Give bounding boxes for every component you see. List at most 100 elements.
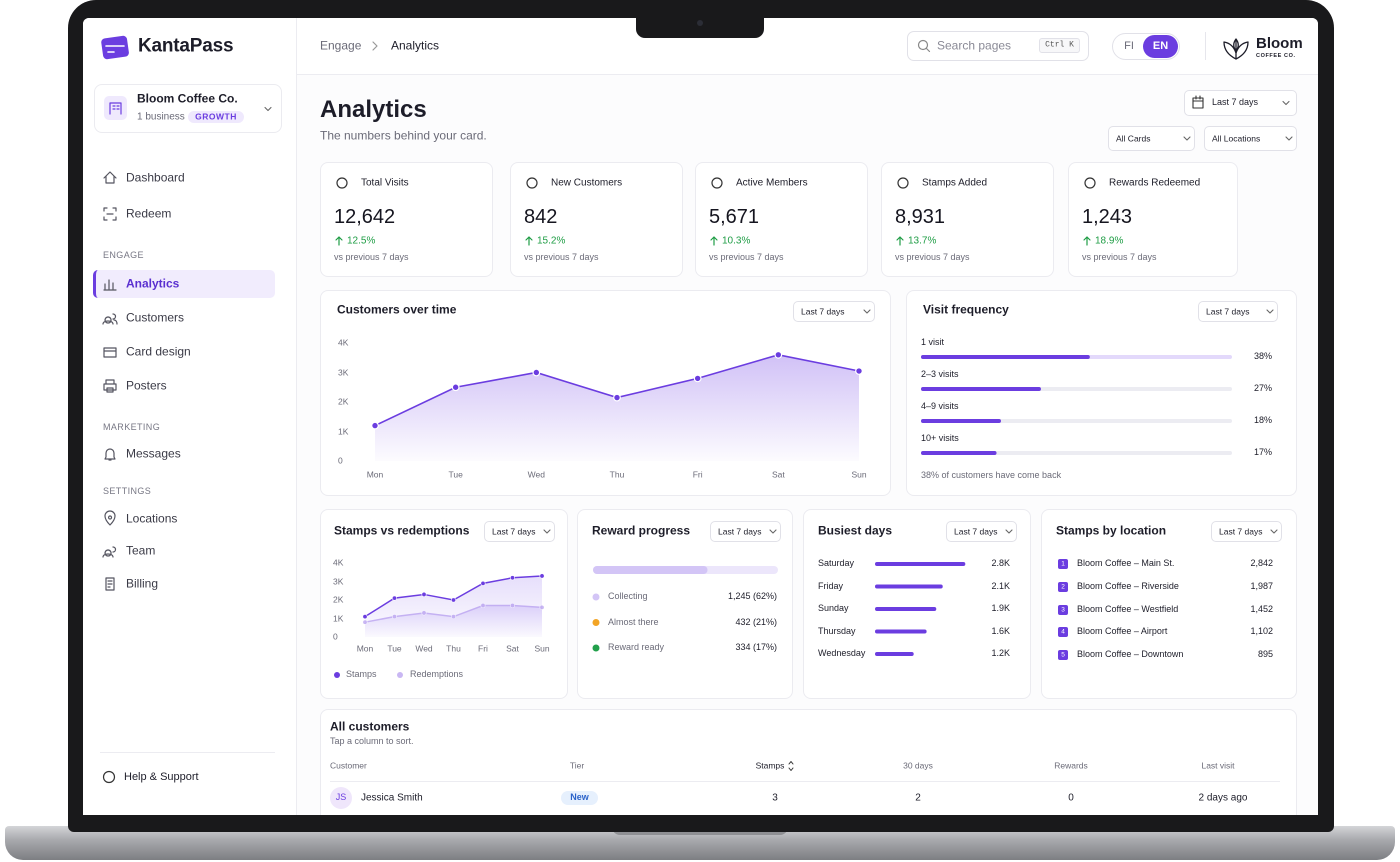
sidebar xyxy=(83,18,297,815)
help-link[interactable]: Help & Support xyxy=(124,770,199,783)
rank-badge xyxy=(1058,650,1068,661)
legend-swatch xyxy=(592,619,600,626)
dropdown[interactable] xyxy=(1108,126,1195,151)
bar-label: Thursday xyxy=(818,625,856,636)
sidebar-divider xyxy=(100,752,275,753)
breadcrumb-link[interactable]: Engage xyxy=(320,38,362,53)
nav-item[interactable]: Posters xyxy=(126,378,167,393)
legend-swatch xyxy=(592,593,600,601)
rank-label: 3 xyxy=(1061,606,1065,614)
dropdown[interactable] xyxy=(484,521,555,542)
nav-item[interactable]: Customers xyxy=(126,310,185,325)
bar-value: 17% xyxy=(1253,447,1272,458)
nav-icon xyxy=(102,546,117,558)
y-tick-label: 0 xyxy=(338,455,343,466)
camera xyxy=(697,20,703,26)
chart-title: Stamps by location xyxy=(1056,523,1167,538)
nav-section-title: ENGAGE xyxy=(103,250,144,261)
dropdown-label[interactable]: Last 7 days xyxy=(801,305,845,316)
x-tick-label: Sat xyxy=(771,469,785,480)
nav-icon xyxy=(103,347,117,358)
kpi-note: vs previous 7 days xyxy=(334,252,409,263)
language-option[interactable]: EN xyxy=(1152,39,1169,52)
point xyxy=(539,573,545,579)
point xyxy=(391,595,397,601)
nav-item[interactable]: Analytics xyxy=(126,276,180,291)
kpi-icon xyxy=(711,177,723,189)
dropdown[interactable] xyxy=(710,521,781,542)
column-header[interactable]: Last visit xyxy=(1201,760,1235,771)
location-stamps: 2,842 xyxy=(1250,558,1273,569)
x-tick-label: Fri xyxy=(478,643,488,654)
dropdown-label[interactable]: Last 7 days xyxy=(954,525,998,536)
table-divider xyxy=(330,781,1280,782)
chevron xyxy=(863,309,871,314)
nav-item[interactable]: Billing xyxy=(126,576,159,591)
search-icon xyxy=(917,39,929,51)
dropdown-label[interactable]: Last 7 days xyxy=(492,525,536,536)
table-title: All customers xyxy=(330,719,410,734)
x-tick-label: Fri xyxy=(692,469,703,480)
chart-note: 38% of customers have come back xyxy=(921,470,1062,481)
bar xyxy=(921,387,1041,391)
point xyxy=(693,374,702,383)
kpi-label: Total Visits xyxy=(361,177,409,189)
kpi-value: 842 xyxy=(524,206,558,228)
kpi-change: 13.7% xyxy=(908,235,937,247)
bar xyxy=(875,629,927,634)
bar-value: 1.9K xyxy=(991,603,1010,614)
column-header[interactable]: Customer xyxy=(330,760,367,771)
dropdown[interactable] xyxy=(1204,126,1297,151)
chevron xyxy=(543,529,551,534)
kpi-note: vs previous 7 days xyxy=(1082,252,1157,263)
nav-item[interactable]: Messages xyxy=(126,446,181,461)
rank-label: 2 xyxy=(1061,583,1065,591)
dropdown[interactable] xyxy=(946,521,1017,542)
dropdown[interactable] xyxy=(1198,301,1278,322)
kpi-label: Active Members xyxy=(736,177,808,189)
dropdown[interactable] xyxy=(793,301,875,322)
column-header[interactable]: Stamps xyxy=(755,760,785,771)
area xyxy=(375,354,859,461)
bar-label: Wednesday xyxy=(818,648,866,659)
point xyxy=(509,575,515,581)
kpi-value: 1,243 xyxy=(1082,206,1133,228)
dropdown-label[interactable]: All Cards xyxy=(1116,132,1151,143)
language-option[interactable]: FI xyxy=(1124,39,1134,52)
column-header[interactable]: Tier xyxy=(569,760,585,771)
progress-label: Almost there xyxy=(608,616,659,627)
progress-value: 432 (21%) xyxy=(735,616,777,627)
column-header[interactable]: Rewards xyxy=(1054,760,1088,771)
table-hint: Tap a column to sort. xyxy=(330,736,414,747)
x-tick-label: Sun xyxy=(851,469,867,480)
topbar-divider xyxy=(1205,32,1206,60)
nav-item[interactable]: Redeem xyxy=(126,206,172,221)
period-label[interactable]: Last 7 days xyxy=(1212,97,1259,108)
logo-icon xyxy=(1223,38,1249,60)
dropdown-label[interactable]: Last 7 days xyxy=(1206,305,1250,316)
nav-section-title: MARKETING xyxy=(103,422,161,433)
language-active[interactable] xyxy=(1143,35,1178,58)
nav-item[interactable]: Card design xyxy=(126,344,191,359)
legend-label: Redemptions xyxy=(410,669,464,680)
dropdown-label[interactable]: Last 7 days xyxy=(1219,525,1263,536)
nav-item[interactable]: Team xyxy=(126,543,156,558)
search-placeholder[interactable]: Search pages xyxy=(937,38,1012,53)
nav-active xyxy=(93,270,275,298)
trend-up-icon xyxy=(1083,236,1091,246)
avatar xyxy=(330,787,352,809)
y-tick-label: 2K xyxy=(333,594,344,605)
nav-item[interactable]: Dashboard xyxy=(126,170,185,185)
dropdown-label[interactable]: All Locations xyxy=(1212,132,1261,143)
kpi-note: vs previous 7 days xyxy=(709,252,784,263)
nav-icon xyxy=(103,207,117,221)
bar-track xyxy=(921,451,1232,455)
nav-item[interactable]: Locations xyxy=(126,511,178,526)
column-header[interactable]: 30 days xyxy=(903,760,933,771)
dropdown-label[interactable]: Last 7 days xyxy=(718,525,762,536)
cell-last-visit: 2 days ago xyxy=(1198,792,1248,804)
plan-badge-label: GROWTH xyxy=(195,111,237,122)
progress-value: 1,245 (62%) xyxy=(727,591,777,602)
dropdown[interactable] xyxy=(1211,521,1282,542)
